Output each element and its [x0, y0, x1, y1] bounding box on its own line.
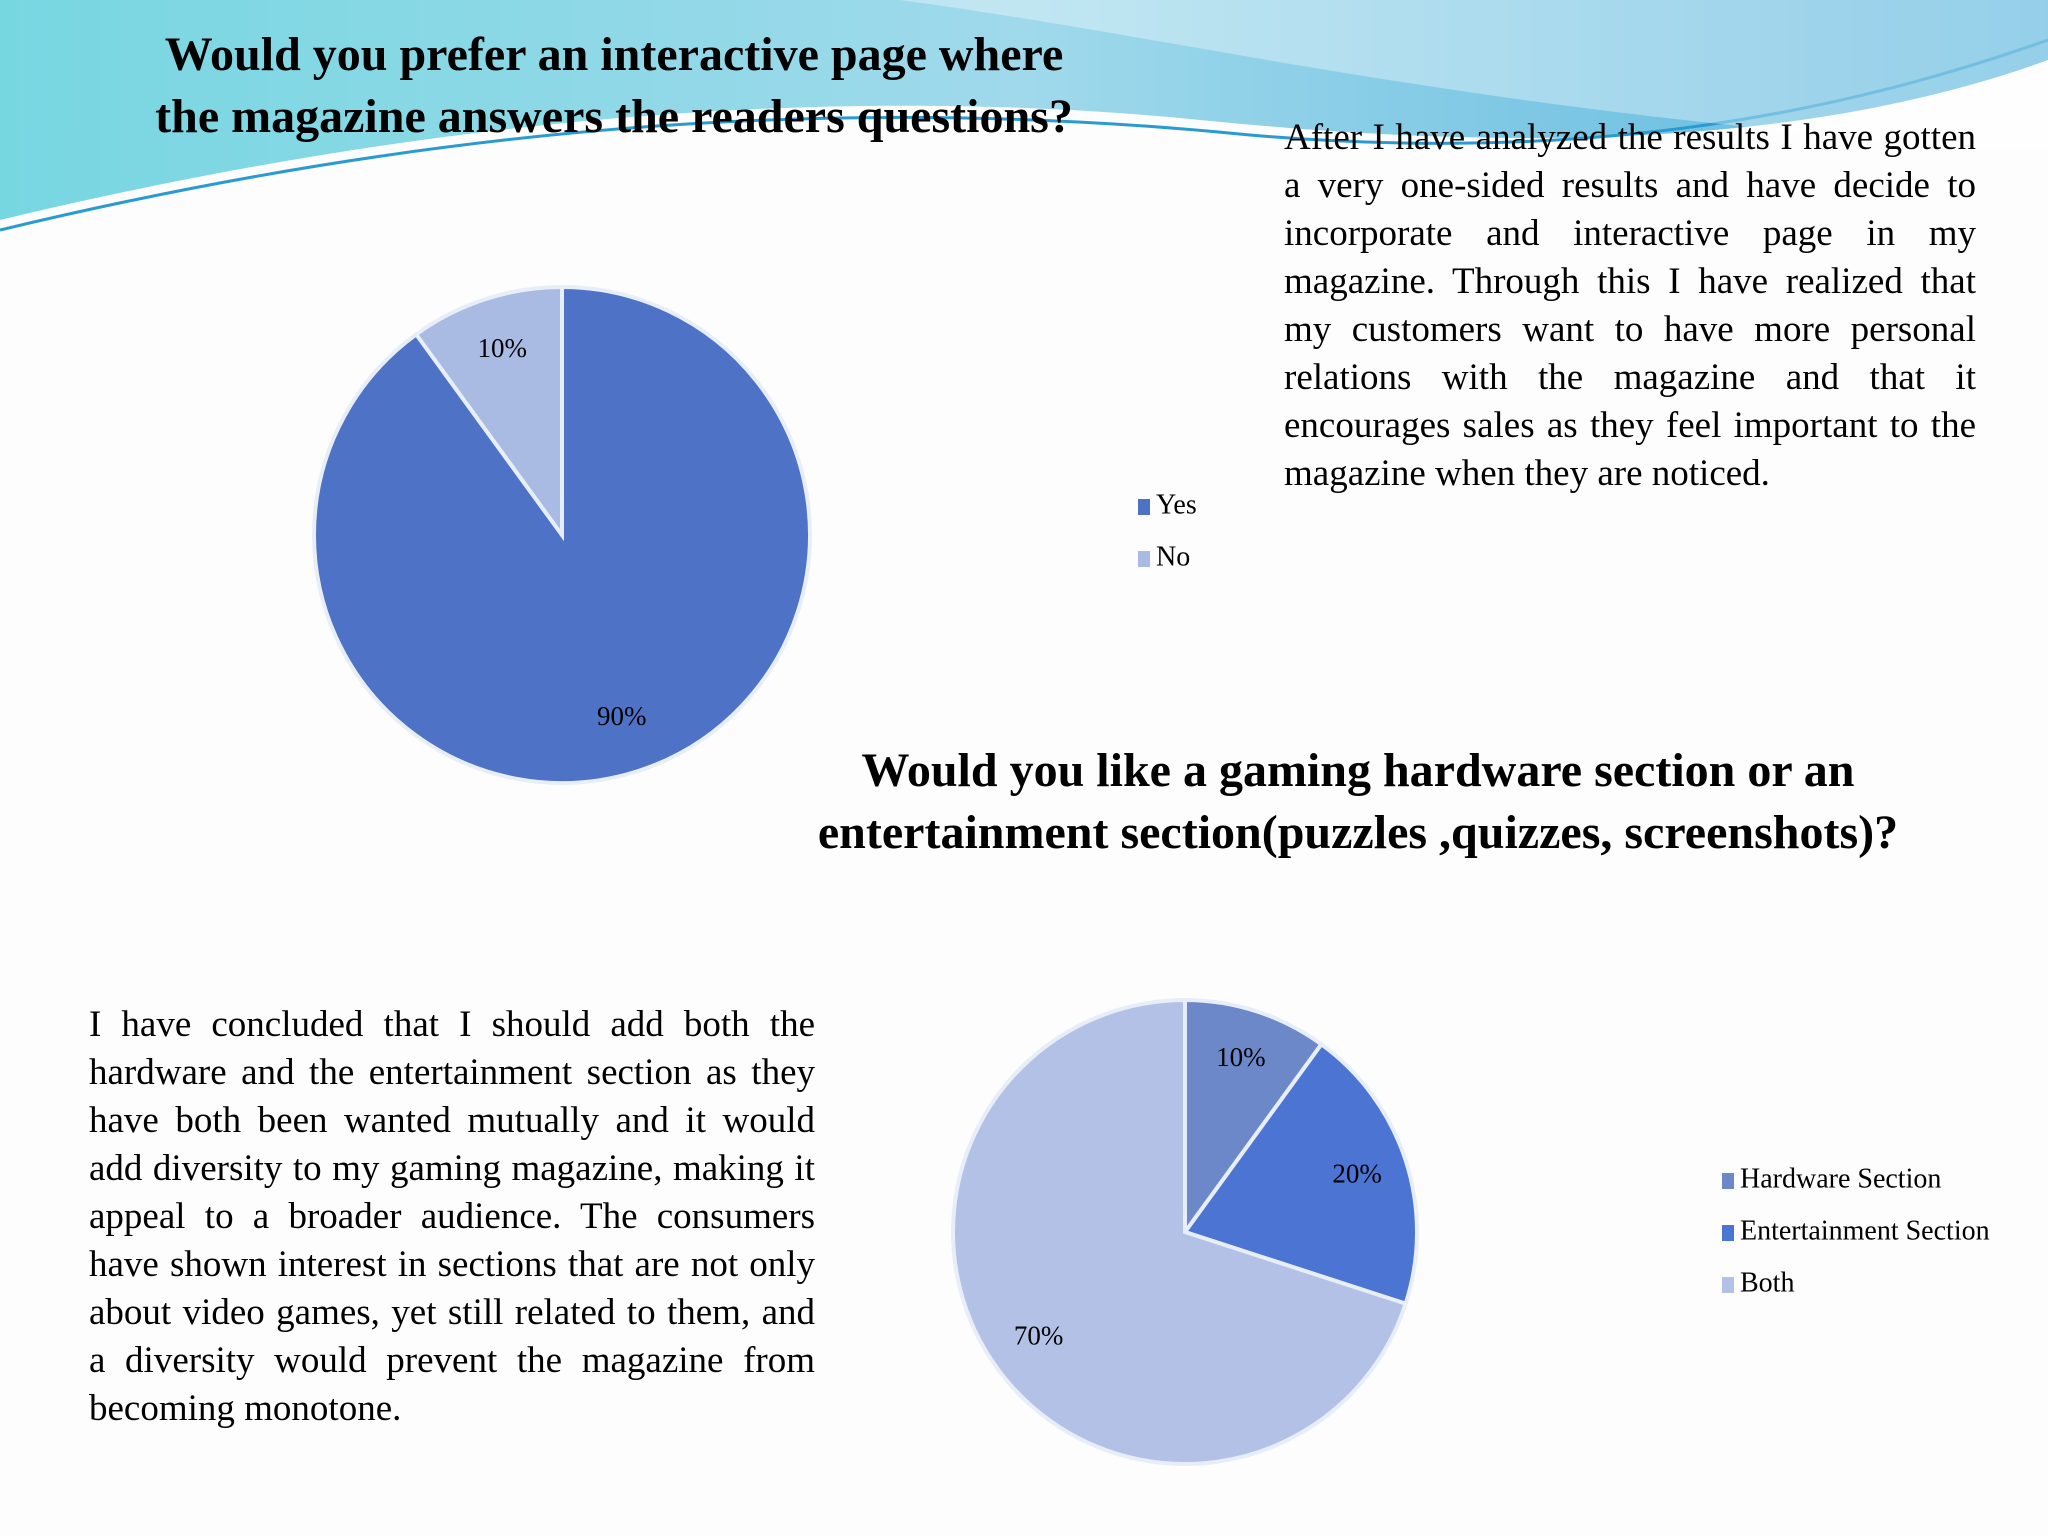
legend-label: No [1156, 541, 1190, 572]
paragraph: After I have analyzed the results I have… [1284, 117, 1976, 494]
legend-marker [1722, 1225, 1734, 1241]
legend-marker [1722, 1173, 1734, 1189]
pie-slice [312, 284, 812, 785]
pie-slice [1181, 1041, 1419, 1307]
pie-slice [1183, 997, 1325, 1239]
legend-label: Entertainment Section [1740, 1215, 1990, 1246]
legend-label: Hardware Section [1740, 1163, 1941, 1194]
data-label: 10% [1216, 1042, 1266, 1072]
legend-marker [1138, 551, 1150, 567]
paragraph: I have concluded that I should add both … [89, 1004, 815, 1429]
legend-marker [1138, 499, 1150, 515]
wave-line [0, 38, 2048, 232]
chart-title: Would you like a gaming hardware section… [817, 744, 1899, 859]
legend-label: Yes [1156, 489, 1197, 520]
data-label: 90% [597, 701, 647, 731]
data-label: 70% [1014, 1321, 1064, 1351]
legend-marker [1722, 1277, 1734, 1293]
data-label: 10% [477, 333, 527, 363]
pie-slice [413, 284, 564, 542]
wave-highlight [900, 0, 2048, 150]
data-label: 20% [1332, 1158, 1382, 1188]
chart-title: Would you prefer an interactive page whe… [155, 28, 1073, 143]
wave [0, 0, 2048, 220]
legend-label: Both [1740, 1267, 1794, 1298]
pie-slice [951, 997, 1409, 1466]
